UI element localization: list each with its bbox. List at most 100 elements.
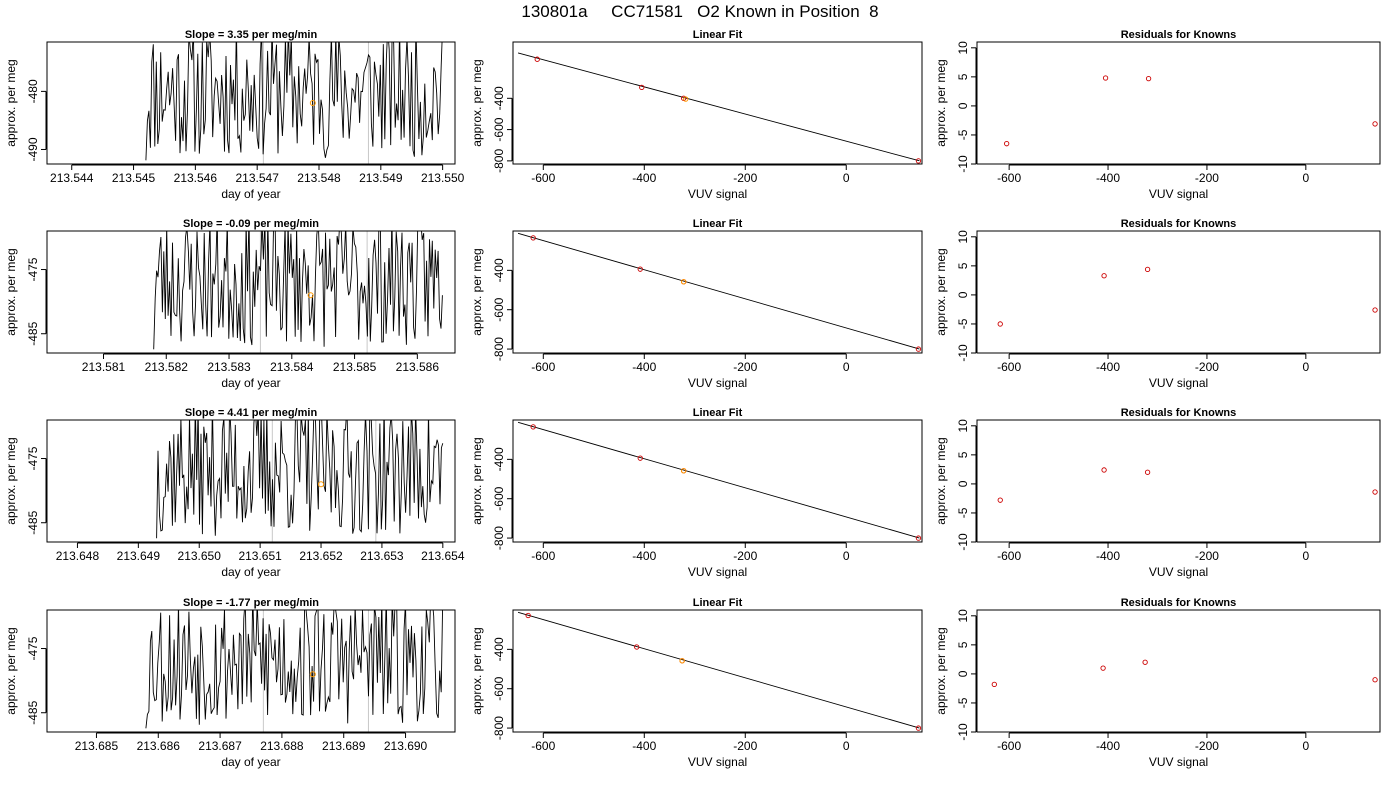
- panel-title: Linear Fit: [693, 218, 743, 230]
- x-tick-label: -200: [733, 739, 757, 753]
- x-tick-label: -600: [997, 549, 1021, 563]
- x-axis-label: VUV signal: [688, 565, 747, 579]
- plot-box: [976, 419, 1381, 543]
- plot-box: [512, 609, 923, 733]
- y-tick-label: -485: [26, 700, 40, 724]
- panel-4-3: Residuals for Knowns -600 -400 -200 0 VUV sig…: [934, 597, 1381, 769]
- known-point: [534, 56, 540, 62]
- y-axis-label: approx. per meg: [934, 627, 948, 714]
- y-axis-label: approx. per meg: [4, 248, 18, 335]
- y-axis-label: approx. per meg: [4, 437, 18, 524]
- y-tick-label: -800: [492, 716, 506, 740]
- x-axis-label: day of year: [221, 565, 280, 579]
- x-axis-label: VUV signal: [688, 755, 747, 769]
- x-tick-label: -600: [531, 360, 555, 374]
- panel-2-1: Slope = -0.09 per meg/min 213.581 213.582 2…: [4, 218, 456, 390]
- residual-point: [1372, 677, 1378, 683]
- x-tick-label: 213.652: [299, 549, 343, 563]
- y-tick-label: -485: [26, 321, 40, 345]
- x-tick-label: 213.649: [117, 549, 161, 563]
- plot-box: [46, 41, 456, 165]
- x-axis-label: day of year: [221, 187, 280, 201]
- signal-trace: [145, 610, 443, 729]
- y-axis-label: approx. per meg: [934, 248, 948, 335]
- y-tick-label: 10: [956, 609, 970, 623]
- known-point: [634, 644, 640, 650]
- panel-title: Residuals for Knowns: [1121, 597, 1237, 609]
- data-marks: [997, 266, 1378, 327]
- y-tick-label: -600: [492, 486, 506, 510]
- panel-2-2: Linear Fit -600 -400 -200 0 VUV signal -800 -60…: [470, 218, 923, 390]
- x-tick-label: 213.584: [270, 360, 314, 374]
- panel-title: Slope = 3.35 per meg/min: [185, 29, 318, 41]
- plot-box: [46, 419, 456, 543]
- x-tick-label: -600: [997, 360, 1021, 374]
- y-axis-label: approx. per meg: [470, 627, 484, 714]
- y-axis-label: approx. per meg: [4, 59, 18, 146]
- x-tick-label: -200: [1195, 739, 1219, 753]
- x-tick-label: 213.690: [384, 739, 428, 753]
- fit-line: [517, 421, 920, 539]
- x-tick-label: 0: [843, 360, 850, 374]
- panel-3-2: Linear Fit -600 -400 -200 0 VUV signal -800 -60…: [470, 407, 923, 579]
- x-tick-label: -600: [997, 171, 1021, 185]
- x-tick-label: 213.581: [82, 360, 126, 374]
- plot-box: [976, 609, 1381, 733]
- y-axis-label: approx. per meg: [934, 59, 948, 146]
- panel-4-2: Linear Fit -600 -400 -200 0 VUV signal -800 -60…: [470, 597, 923, 769]
- x-tick-label: -400: [1096, 360, 1120, 374]
- x-tick-label: -200: [1195, 171, 1219, 185]
- known-point: [915, 725, 922, 731]
- x-tick-label: 213.583: [207, 360, 251, 374]
- known-point: [530, 235, 536, 241]
- data-marks: [517, 611, 922, 731]
- x-tick-label: 213.685: [75, 739, 119, 753]
- y-tick-label: -5: [956, 129, 970, 140]
- x-tick-label: -200: [733, 360, 757, 374]
- x-tick-label: 213.648: [56, 549, 100, 563]
- x-tick-label: 0: [843, 171, 850, 185]
- x-tick-label: 213.651: [238, 549, 282, 563]
- y-tick-label: -400: [492, 258, 506, 282]
- residual-point: [1372, 489, 1378, 495]
- y-tick-label: -600: [492, 297, 506, 321]
- y-tick-label: -400: [492, 86, 506, 110]
- y-tick-label: -490: [26, 137, 40, 161]
- panel-title: Residuals for Knowns: [1121, 218, 1237, 230]
- sample-point: [682, 96, 689, 102]
- x-tick-label: -600: [997, 739, 1021, 753]
- plot-box: [46, 230, 456, 354]
- y-tick-label: -400: [492, 447, 506, 471]
- y-tick-label: -485: [26, 510, 40, 534]
- data-marks: [517, 421, 922, 541]
- residual-point: [1144, 469, 1151, 475]
- data-marks: [153, 231, 443, 353]
- x-tick-label: 213.549: [359, 171, 403, 185]
- panel-title: Residuals for Knowns: [1121, 29, 1237, 41]
- x-tick-label: 213.550: [421, 171, 465, 185]
- known-point: [915, 346, 922, 352]
- residual-point: [1145, 75, 1152, 82]
- y-tick-label: 10: [956, 419, 970, 433]
- known-point: [525, 612, 531, 619]
- signal-trace: [145, 42, 443, 161]
- x-tick-label: -200: [1195, 549, 1219, 563]
- panel-title: Linear Fit: [693, 407, 743, 419]
- x-axis-label: VUV signal: [1149, 565, 1208, 579]
- panel-1-3: Residuals for Knowns -600 -400 -200 0 VUV sig…: [934, 29, 1381, 201]
- y-tick-label: -800: [492, 526, 506, 550]
- residual-point: [1004, 141, 1010, 147]
- sample-point: [680, 279, 687, 285]
- known-point: [639, 84, 645, 91]
- x-tick-label: 0: [1302, 549, 1309, 563]
- plot-box: [512, 419, 923, 543]
- x-axis-label: day of year: [221, 755, 280, 769]
- x-tick-label: -600: [531, 549, 555, 563]
- data-marks: [1004, 75, 1378, 147]
- data-marks: [145, 610, 443, 732]
- mean-marker: [307, 292, 314, 299]
- panel-title: Slope = -1.77 per meg/min: [183, 597, 319, 609]
- x-tick-label: -400: [1096, 549, 1120, 563]
- y-tick-label: -10: [956, 155, 970, 173]
- panel-3-3: Residuals for Knowns -600 -400 -200 0 VUV sig…: [934, 407, 1381, 579]
